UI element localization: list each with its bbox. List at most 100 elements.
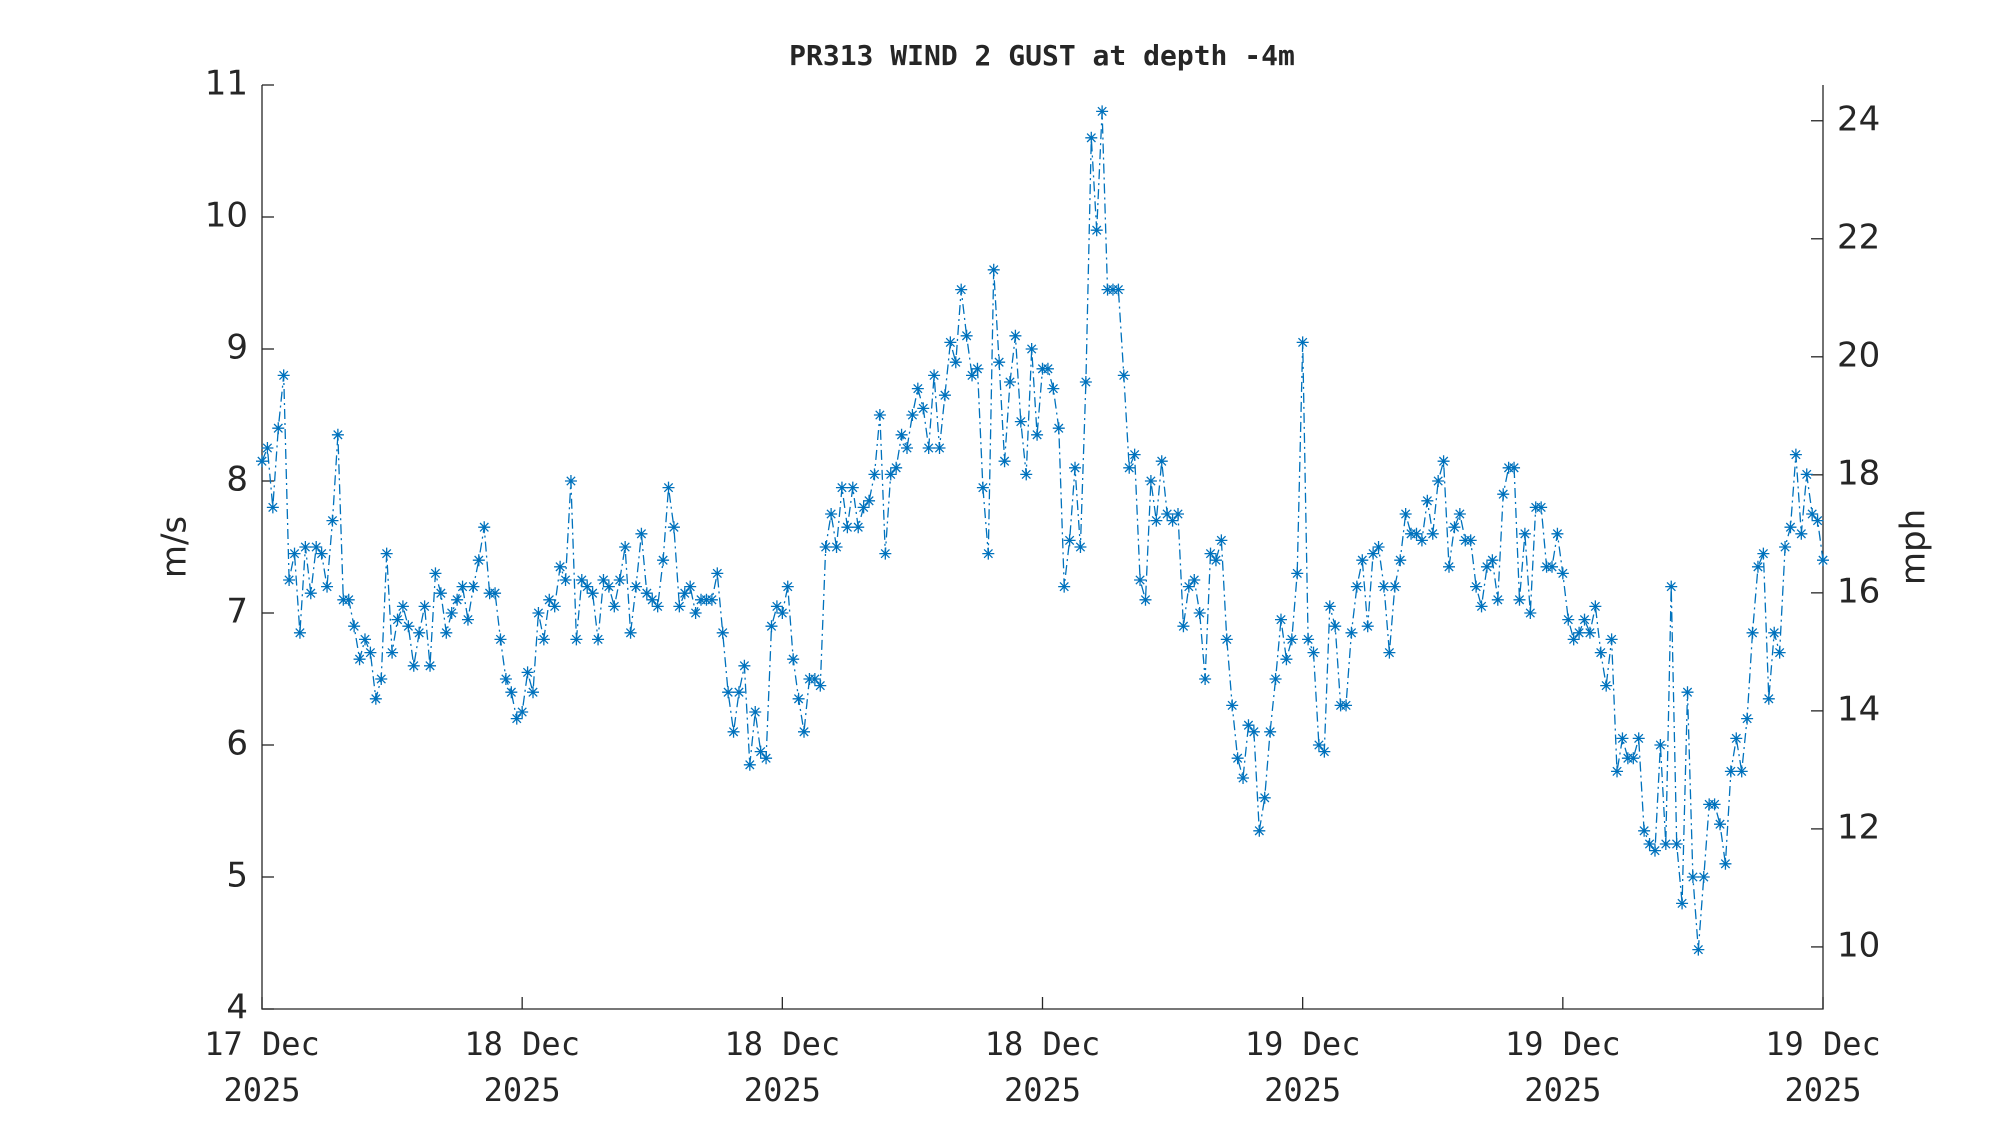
marker [1345,626,1358,639]
y2-tick-label: 14 [1837,689,1880,729]
marker [1096,105,1109,118]
marker [321,580,334,593]
marker [895,428,908,441]
marker [472,554,485,567]
marker [879,547,892,560]
marker [852,521,865,534]
marker [1144,475,1157,487]
marker [928,369,941,382]
x-tick-label: 18 Dec 2025 [724,1025,841,1109]
marker [1274,613,1287,626]
marker [1686,871,1699,883]
marker [890,461,903,474]
marker [781,580,794,593]
marker [646,593,659,606]
x-tick-label: 19 Dec 2025 [1244,1025,1361,1109]
marker [1535,501,1548,514]
marker [1513,593,1526,606]
marker [819,541,832,553]
marker [467,580,480,593]
marker [1367,547,1380,560]
markers [256,105,1829,956]
marker [261,442,274,454]
marker [1041,362,1054,375]
marker [1014,415,1027,428]
marker [429,567,442,580]
y-tick-label: 5 [226,856,248,896]
marker [1025,343,1038,355]
marker [315,547,328,560]
marker [667,521,680,534]
marker [662,481,675,494]
marker [364,646,377,659]
marker [955,283,968,296]
marker [1090,224,1103,237]
marker [1356,554,1369,567]
marker [787,653,800,666]
marker [689,607,702,619]
marker [1573,626,1586,639]
marker [684,580,697,593]
marker [1611,765,1624,778]
x-tick-label: 19 Dec 2025 [1505,1025,1621,1109]
marker [1768,626,1781,639]
marker [1665,580,1678,593]
marker [1340,699,1353,712]
marker [1426,527,1439,540]
marker [440,626,453,639]
marker [1470,580,1483,593]
marker [1779,541,1792,553]
marker [1497,488,1510,501]
y-axis-label: m/s [155,516,195,578]
marker [1681,686,1694,699]
marker [1215,534,1228,547]
marker [722,686,735,699]
marker [386,646,399,659]
marker [754,745,767,758]
marker [299,541,312,553]
marker [505,686,518,699]
marker [570,633,583,646]
marker [1123,461,1136,474]
marker [1112,283,1125,296]
marker [841,521,854,534]
marker [592,633,605,646]
marker [353,653,366,666]
marker [527,686,540,699]
marker [1676,897,1689,910]
marker [1264,725,1277,738]
marker [657,554,670,567]
marker [564,475,577,487]
marker [651,600,664,613]
marker [1475,600,1488,613]
marker [391,613,404,626]
marker [993,356,1006,369]
data-line [261,111,1824,950]
marker [1188,574,1201,586]
marker [1432,475,1445,487]
marker [624,626,637,639]
marker [1692,943,1705,956]
marker [1139,593,1152,606]
marker [1448,521,1461,534]
marker [765,620,778,633]
marker [1394,554,1407,567]
marker [1052,422,1065,435]
marker [1773,646,1786,659]
marker [1789,448,1802,461]
marker [749,706,762,718]
marker [732,686,745,699]
marker [1182,580,1195,593]
marker [863,494,876,507]
marker [548,600,561,613]
marker [283,574,296,586]
marker [1058,580,1071,593]
marker [987,263,1000,276]
y2-tick-label: 18 [1837,453,1880,493]
marker [1069,461,1082,474]
marker [808,673,821,685]
marker [900,442,913,454]
marker [792,692,805,705]
marker [478,521,491,534]
marker [868,468,881,481]
